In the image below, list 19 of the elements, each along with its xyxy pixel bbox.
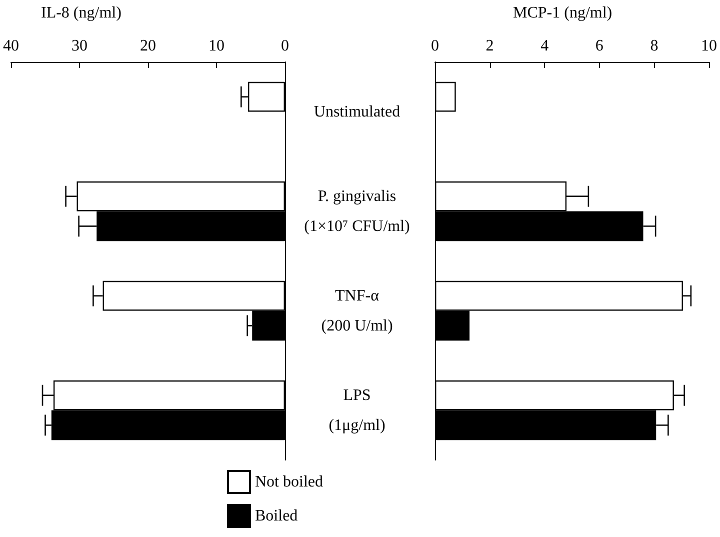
x-tick-label: 4 [540,38,549,54]
y-tick-label: Unstimulated [314,103,400,120]
x-tick-label: 10 [208,38,224,54]
x-tick-label: 0 [431,38,439,54]
legend-label: Not boiled [255,474,323,490]
x-axis-title: MCP-1 (ng/ml) [513,4,612,22]
y-tick-label: LPS (1μg/ml) [328,386,386,434]
x-axis-title: IL-8 (ng/ml) [41,4,122,22]
x-tick-label: 2 [486,38,494,54]
y-tick-label: TNF-α (200 U/ml) [321,287,393,334]
x-tick-label: 20 [140,38,156,54]
x-tick-label: 10 [701,38,717,54]
x-tick-label: 0 [281,38,289,54]
x-tick-label: 40 [3,38,19,54]
x-tick-label: 6 [595,38,604,54]
legend-label: Boiled [255,508,298,524]
y-tick-label: P. gingivalis (1×10⁷ CFU/ml) [304,188,410,235]
x-tick-label: 8 [650,38,658,54]
x-tick-label: 30 [72,38,88,54]
